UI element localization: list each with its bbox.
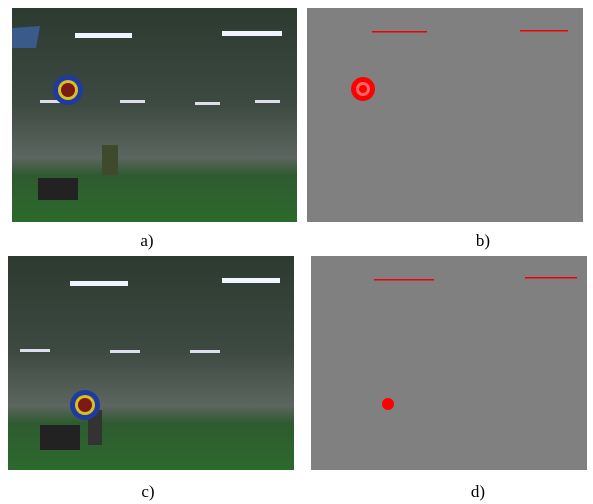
caption: a) bbox=[140, 231, 153, 251]
segmentation-image-d bbox=[311, 256, 587, 470]
caption: d) bbox=[471, 482, 485, 502]
caption: c) bbox=[141, 482, 154, 502]
segmentation-image-b bbox=[307, 8, 583, 222]
figure-panels bbox=[0, 0, 593, 504]
camera-image-a bbox=[12, 8, 297, 222]
figure: a) b) c) d) bbox=[0, 0, 593, 504]
camera-image-c bbox=[8, 256, 294, 470]
caption: b) bbox=[476, 231, 490, 251]
